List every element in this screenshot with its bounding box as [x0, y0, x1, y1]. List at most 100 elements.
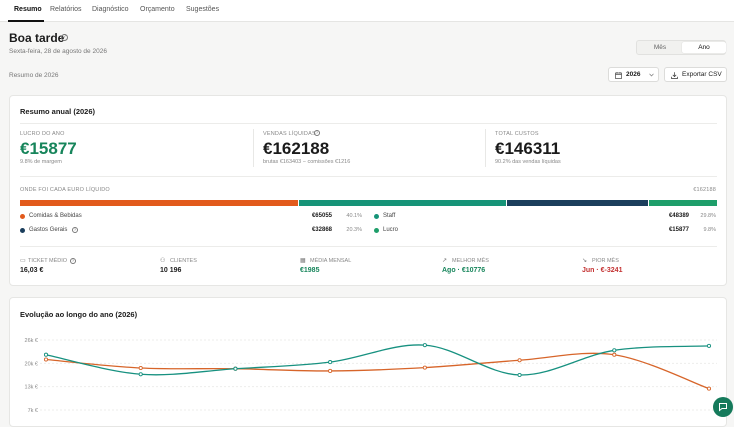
trend-up-icon: ↗ — [442, 258, 448, 264]
chat-icon — [719, 403, 727, 412]
year-select-value: 2026 — [626, 71, 641, 78]
metric-ticket-label: TICKET MÉDIO — [28, 258, 68, 264]
tab-orcamento[interactable]: Orçamento — [140, 6, 175, 13]
legend-value-comidas: €65055 — [311, 213, 332, 219]
legend-dot-lucro — [374, 228, 379, 233]
page-title: Boa tarde — [9, 31, 65, 45]
data-point-s1-7[interactable] — [706, 343, 712, 348]
tab-relatorios[interactable]: Relatórios — [50, 6, 82, 13]
divider — [20, 176, 717, 177]
toggle-year-button[interactable]: Ano — [682, 42, 726, 53]
data-point-s1-1[interactable] — [138, 372, 143, 377]
divider — [20, 123, 717, 124]
split-bar-lucro — [649, 200, 717, 206]
evolution-line-chart: 26k € 20k € 13k € 7k € — [25, 338, 717, 414]
divider — [20, 246, 717, 247]
data-point-s0-0[interactable] — [43, 357, 49, 362]
y-tick-label: 7k € — [28, 408, 38, 414]
top-tab-bar: Resumo Relatórios Diagnóstico Orçamento … — [0, 0, 734, 22]
data-point-s0-7[interactable] — [706, 386, 712, 391]
kpi-profit-label: LUCRO DO ANO — [20, 131, 65, 137]
metric-average-label: MÉDIA MENSAL — [310, 258, 352, 264]
annual-summary-card: Resumo anual (2026) LUCRO DO ANO €15877 … — [9, 95, 727, 286]
tab-sugestoes[interactable]: Sugestões — [186, 6, 220, 13]
kpi-costs-sub: 90.2% das vendas líquidas — [495, 159, 561, 165]
users-icon: ⚇ — [160, 258, 166, 264]
evolution-title: Evolução ao longo do ano (2026) — [20, 310, 138, 319]
data-point-s0-3[interactable] — [328, 368, 333, 373]
data-point-s1-4[interactable] — [422, 343, 427, 348]
split-label: ONDE FOI CADA EURO LÍQUIDO — [20, 187, 110, 193]
metric-worst-value: Jun · €-3241 — [582, 267, 623, 274]
metric-clients-label: CLIENTES — [170, 258, 197, 264]
tab-resumo[interactable]: Resumo — [14, 6, 42, 13]
download-icon — [671, 72, 678, 79]
data-point-s1-2[interactable] — [233, 366, 238, 371]
period-toggle: Mês Ano — [636, 40, 726, 55]
legend-dot-staff — [374, 214, 379, 219]
page-date: Sexta-feira, 28 de agosto de 2026 — [9, 48, 107, 55]
split-bar-comidas — [20, 200, 298, 206]
help-icon[interactable]: ? — [314, 130, 320, 136]
split-bar-gastos — [507, 200, 648, 206]
metric-ticket-value: 16,03 € — [20, 267, 44, 274]
legend-pct-lucro: 9.8% — [703, 227, 716, 233]
kpi-sales-sub: brutas €163403 − comissões €1216 — [263, 159, 351, 165]
calendar-icon: ▦ — [300, 258, 306, 264]
metric-best-label: MELHOR MÊS — [452, 258, 489, 264]
data-point-s0-5[interactable] — [517, 358, 522, 363]
evolution-card: Evolução ao longo do ano (2026) 26k € 20k… — [9, 297, 727, 427]
ticket-icon: ▭ — [20, 258, 26, 264]
metric-best-value: Ago · €10776 — [442, 267, 486, 274]
series-line-0 — [45, 352, 710, 390]
divider — [253, 129, 254, 167]
data-point-s1-0[interactable] — [43, 352, 49, 357]
metric-worst-label: PIOR MÊS — [592, 258, 619, 264]
active-tab-indicator — [8, 20, 44, 22]
tab-diagnostico[interactable]: Diagnóstico — [92, 6, 129, 13]
legend-value-staff: €48389 — [668, 213, 689, 219]
metric-clients-value: 10 196 — [160, 267, 182, 274]
legend-pct-gastos: 20.3% — [346, 227, 362, 233]
split-total: €162188 — [693, 187, 716, 193]
export-csv-label: Exportar CSV — [682, 71, 722, 78]
toggle-month-button[interactable]: Mês — [653, 44, 667, 51]
kpi-sales-value: €162188 — [263, 139, 330, 158]
help-icon[interactable]: ? — [72, 227, 78, 233]
export-csv-button[interactable]: Exportar CSV — [664, 67, 727, 82]
help-icon[interactable]: ? — [70, 258, 76, 264]
kpi-profit-sub: 9.8% de margem — [20, 159, 62, 165]
legend-name-lucro: Lucro — [383, 227, 399, 233]
legend-dot-gastos — [20, 228, 25, 233]
y-tick-label: 20k € — [25, 361, 38, 367]
legend-pct-staff: 29.8% — [700, 213, 716, 219]
help-icon[interactable]: ? — [61, 34, 68, 41]
data-point-s1-6[interactable] — [612, 348, 617, 353]
series-line-1 — [45, 344, 710, 376]
legend-name-comidas: Comidas & Bebidas — [29, 213, 82, 219]
metric-average-value: €1985 — [300, 267, 320, 274]
summary-label: Resumo de 2026 — [9, 72, 59, 79]
kpi-profit-value: €15877 — [20, 139, 77, 158]
data-point-s1-5[interactable] — [517, 372, 522, 378]
data-point-s0-1[interactable] — [138, 365, 143, 371]
data-point-s0-4[interactable] — [422, 365, 427, 370]
chevron-down-icon — [649, 73, 654, 77]
divider — [485, 129, 486, 167]
year-select[interactable]: 2026 — [608, 67, 659, 82]
legend-dot-comidas — [20, 214, 25, 219]
data-point-s1-3[interactable] — [328, 360, 333, 365]
legend-name-staff: Staff — [383, 213, 396, 219]
split-bar-staff — [299, 200, 506, 206]
annual-summary-title: Resumo anual (2026) — [20, 107, 96, 116]
data-point-s0-6[interactable] — [612, 352, 617, 357]
legend-value-gastos: €32868 — [311, 227, 332, 233]
calendar-icon — [615, 72, 622, 79]
legend-name-gastos: Gastos Gerais — [29, 227, 68, 233]
y-tick-label: 13k € — [25, 385, 38, 391]
legend-value-lucro: €15877 — [668, 227, 689, 233]
chat-button[interactable] — [713, 397, 733, 417]
kpi-costs-label: TOTAL CUSTOS — [495, 131, 539, 137]
y-tick-label: 26k € — [25, 338, 38, 344]
trend-down-icon: ↘ — [582, 258, 588, 264]
